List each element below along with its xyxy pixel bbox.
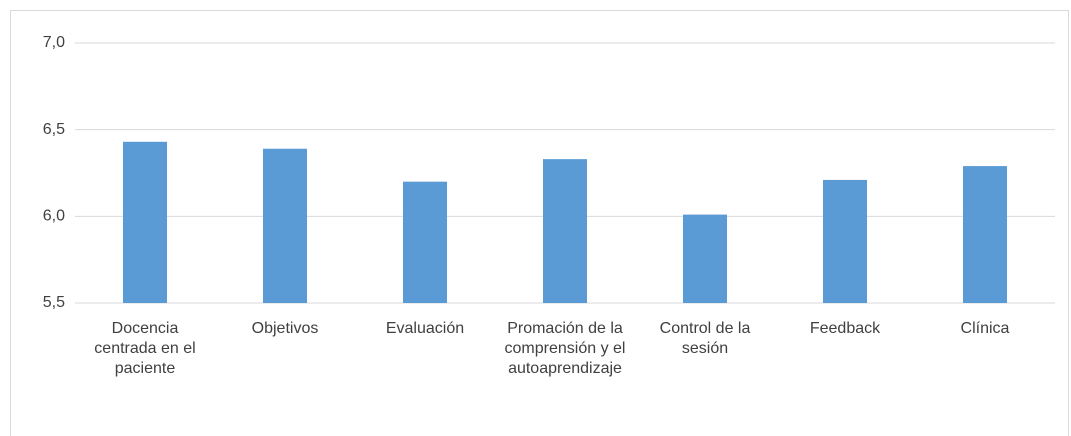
bar	[963, 166, 1007, 303]
x-tick-label: Clínica	[960, 320, 1010, 337]
x-tick-label: Docencia centrada en el paciente	[94, 320, 196, 377]
bar	[123, 141, 167, 303]
chart-frame	[10, 10, 1069, 436]
x-tick-label: Evaluación	[385, 320, 465, 337]
y-tick-label: 6,5	[43, 121, 65, 138]
bar	[683, 214, 727, 303]
x-tick-label: Promación de la comprensión y el autoapr…	[504, 320, 626, 377]
x-tick-label: Control de la sesión	[659, 320, 751, 357]
bar	[543, 159, 587, 303]
y-tick-label: 5,5	[43, 294, 65, 311]
bar	[403, 181, 447, 303]
y-tick-label: 7,0	[43, 34, 65, 51]
y-tick-label: 6,0	[43, 208, 65, 225]
x-tick-label: Objetivos	[251, 320, 319, 337]
bar	[263, 148, 307, 303]
bar	[823, 179, 867, 303]
x-tick-label: Feedback	[809, 320, 881, 337]
